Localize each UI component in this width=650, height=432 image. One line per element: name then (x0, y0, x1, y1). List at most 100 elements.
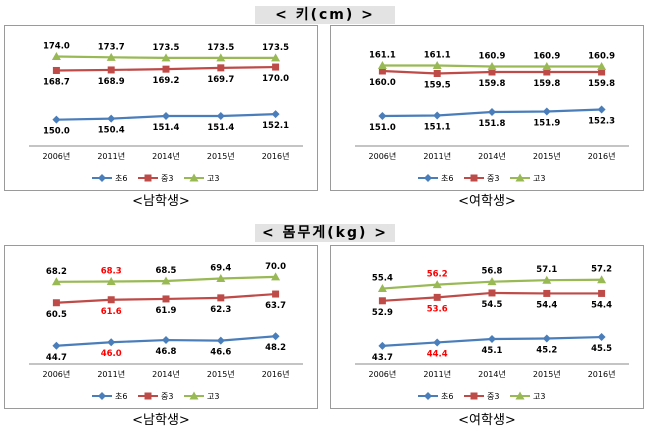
data-point (107, 66, 115, 74)
chart-panel-weight-girls: 2006년 2011년 2014년 2015년 2016년 43.7 44.4 45.1 45.… (330, 245, 644, 409)
data-point (107, 338, 116, 347)
data-label: 161.1 (369, 51, 396, 61)
data-point (542, 334, 551, 343)
legend: 초6 중3 고3 (92, 173, 219, 183)
data-label: 54.4 (536, 300, 557, 310)
x-tick-label: 2015년 (533, 151, 561, 161)
data-point (271, 110, 280, 119)
data-label: 61.9 (156, 306, 177, 316)
chart-panel-weight-boys: 2006년 2011년 2014년 2015년 2016년 44.7 46.0 46.8 46.… (4, 245, 318, 409)
data-point (432, 280, 442, 289)
data-label: 159.8 (479, 79, 506, 89)
x-tick-label: 2006년 (369, 151, 397, 161)
legend-marker (424, 174, 432, 182)
data-label: 53.6 (427, 304, 448, 314)
data-label: 48.2 (265, 343, 286, 353)
data-point (542, 107, 551, 116)
data-label: 44.7 (46, 353, 67, 363)
data-label: 173.5 (207, 43, 234, 53)
data-label: 169.2 (153, 76, 180, 86)
height-section-title: < 키(cm) > (255, 6, 395, 24)
chart-panel-height-boys: 2006년 2011년 2014년 2015년 2016년 150.0 150.4 151.4… (4, 25, 318, 191)
data-point (271, 332, 280, 341)
series-초6: 44.7 46.0 46.8 46.6 48.2 (46, 332, 286, 363)
data-label: 46.8 (156, 347, 177, 357)
series-중3: 60.5 61.6 61.9 62.3 63.7 (46, 290, 286, 320)
data-label: 46.0 (101, 349, 122, 359)
data-point (106, 277, 116, 286)
legend-label: 초6 (115, 392, 127, 401)
data-point (216, 274, 226, 283)
data-label: 60.5 (46, 310, 67, 320)
chart-panel-height-girls: 2006년 2011년 2014년 2015년 2016년 151.0 151.1 151.8… (330, 25, 644, 191)
data-label: 150.4 (98, 126, 125, 136)
legend-label: 초6 (115, 174, 127, 183)
x-tick-label: 2006년 (43, 151, 71, 161)
data-point (543, 68, 551, 76)
data-point (487, 277, 497, 286)
series-고3: 174.0 173.7 173.5 173.5 173.5 (43, 42, 289, 62)
data-label: 55.4 (372, 274, 393, 284)
data-point (52, 66, 60, 74)
data-label: 160.0 (369, 78, 396, 88)
data-label: 54.5 (482, 300, 503, 310)
data-label: 57.2 (591, 265, 612, 275)
legend-label: 중3 (161, 392, 173, 401)
x-tick-label: 2015년 (207, 369, 235, 379)
data-label: 151.4 (207, 123, 234, 133)
data-point (542, 275, 552, 284)
data-label: 44.4 (427, 349, 448, 359)
data-label: 56.2 (427, 270, 448, 280)
data-label: 68.2 (46, 267, 67, 277)
data-label: 151.8 (479, 119, 506, 129)
data-point (378, 341, 387, 350)
data-point (543, 289, 551, 297)
data-point (162, 65, 170, 73)
data-label: 159.8 (533, 79, 560, 89)
series-고3: 68.2 68.3 68.5 69.4 70.0 (46, 262, 286, 286)
legend-label: 고3 (207, 392, 219, 401)
data-point (432, 61, 442, 69)
weight-boys-chart: 2006년 2011년 2014년 2015년 2016년 44.7 46.0 46.8 46.… (29, 262, 303, 401)
data-point (597, 275, 607, 284)
data-point (271, 53, 281, 62)
data-point (162, 112, 170, 120)
data-point (271, 272, 281, 281)
data-label: 43.7 (372, 353, 393, 363)
data-point (216, 112, 225, 120)
series-초6: 150.0 150.4 151.4 151.4 152.1 (43, 110, 289, 137)
legend: 초6 중3 고3 (418, 173, 545, 183)
data-label: 174.0 (43, 42, 70, 52)
data-label: 160.9 (588, 52, 615, 62)
data-label: 52.9 (372, 308, 393, 318)
data-point (162, 295, 170, 303)
weight-section-title: < 몸무게(kg) > (255, 224, 395, 242)
data-point (487, 62, 497, 70)
x-tick-label: 2011년 (97, 369, 125, 379)
group-label-height-boys: <남학생> (132, 194, 190, 209)
x-tick-label: 2014년 (478, 369, 506, 379)
x-tick-label: 2014년 (152, 369, 180, 379)
legend-label: 중3 (161, 174, 173, 183)
data-label: 56.8 (482, 267, 503, 277)
data-point (377, 284, 387, 293)
x-tick-label: 2011년 (97, 151, 125, 161)
data-label: 173.7 (98, 42, 125, 52)
legend-marker (470, 392, 478, 400)
legend-label: 초6 (441, 174, 453, 183)
legend-marker (424, 392, 432, 400)
data-point (598, 289, 606, 297)
data-point (161, 53, 171, 62)
data-point (162, 336, 170, 345)
data-label: 54.4 (591, 300, 612, 310)
legend-label: 고3 (207, 174, 219, 183)
x-tick-label: 2016년 (262, 151, 290, 161)
data-label: 150.0 (43, 127, 70, 137)
data-label: 161.1 (424, 51, 451, 61)
data-point (433, 111, 442, 120)
data-point (378, 112, 387, 120)
data-point (217, 294, 225, 302)
data-point (52, 115, 61, 124)
data-point (378, 297, 386, 305)
data-point (597, 333, 606, 342)
